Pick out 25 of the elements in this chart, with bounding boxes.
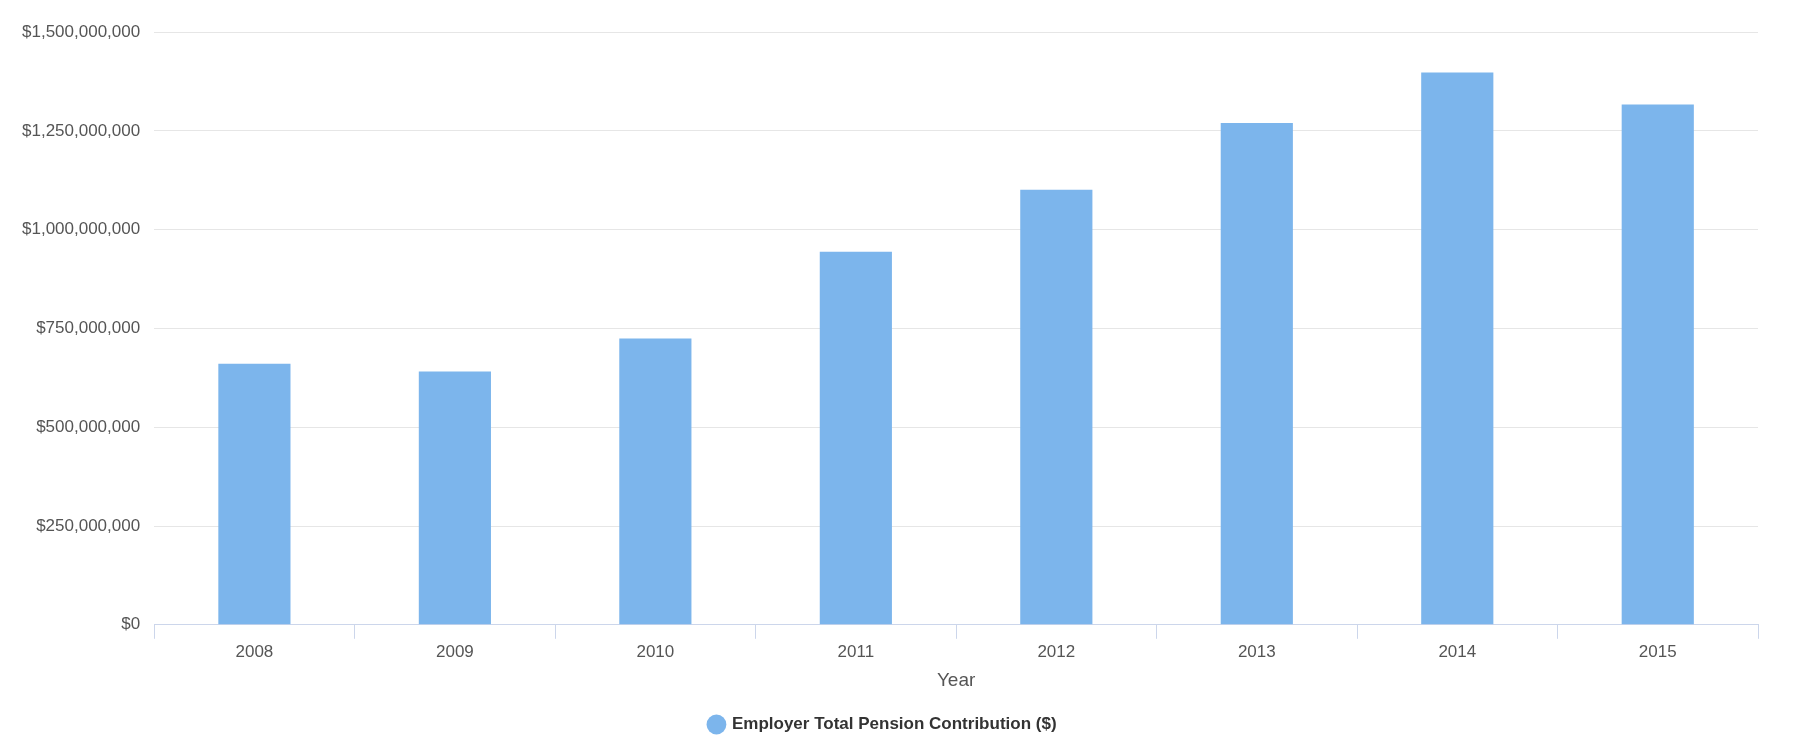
bar xyxy=(1621,104,1694,625)
bar xyxy=(218,363,291,625)
x-tick-label: 2009 xyxy=(435,641,474,661)
bar xyxy=(819,251,892,625)
bar xyxy=(619,338,692,625)
y-tick-label: $1,500,000,000 xyxy=(22,21,141,41)
y-tick-label: $1,000,000,000 xyxy=(22,219,141,239)
bar xyxy=(418,371,491,625)
y-tick-label: $750,000,000 xyxy=(36,318,141,338)
y-tick-label: $0 xyxy=(121,614,141,634)
x-tick-label: 2010 xyxy=(636,641,675,661)
bar xyxy=(1220,123,1293,625)
x-tick-label: 2013 xyxy=(1237,641,1276,661)
x-tick-label: 2008 xyxy=(235,641,274,661)
bar xyxy=(1421,72,1494,625)
x-tick-label: 2011 xyxy=(837,641,875,661)
y-tick-label: $500,000,000 xyxy=(36,416,141,436)
y-tick-label: $1,250,000,000 xyxy=(22,120,141,140)
x-tick-label: 2012 xyxy=(1037,641,1076,661)
x-axis-title: Year xyxy=(936,668,976,690)
x-tick-label: 2014 xyxy=(1438,641,1477,661)
bar xyxy=(1020,189,1093,625)
y-tick-label: $250,000,000 xyxy=(36,515,141,535)
x-tick-label: 2015 xyxy=(1638,641,1677,661)
legend-label: Employer Total Pension Contribution ($) xyxy=(731,714,1057,734)
